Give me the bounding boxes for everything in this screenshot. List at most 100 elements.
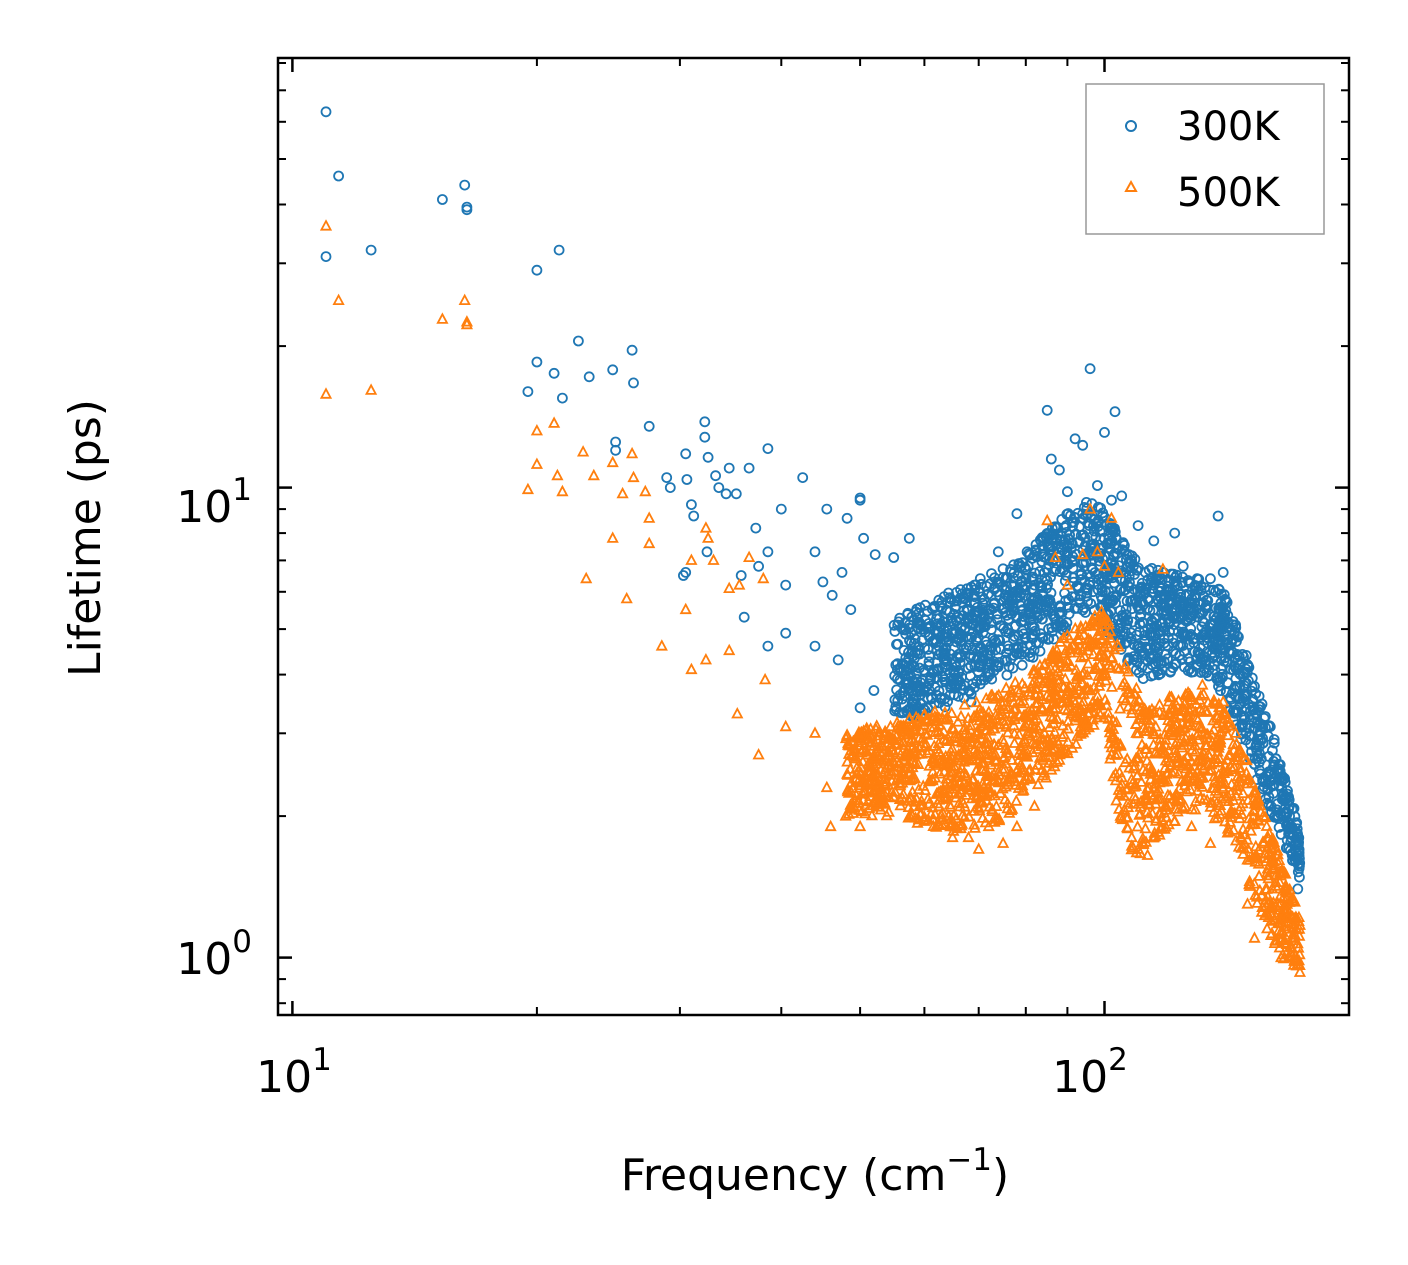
point-500k [1093, 675, 1107, 687]
point-300k [710, 470, 721, 482]
point-500k [1286, 928, 1299, 940]
point-500k [1217, 706, 1230, 719]
point-500k [1293, 965, 1307, 977]
point-300k [1039, 596, 1051, 608]
point-500k [1185, 819, 1198, 832]
point-300k [1147, 586, 1158, 598]
point-300k [1153, 625, 1165, 637]
point-300k [809, 546, 821, 558]
point-500k [1034, 731, 1048, 744]
point-500k [941, 710, 954, 723]
point-500k [990, 799, 1003, 811]
point-300k [320, 251, 332, 263]
point-500k [1286, 931, 1300, 943]
point-300k [1292, 846, 1304, 858]
point-500k [981, 730, 994, 743]
series-300k-markers [320, 106, 1306, 895]
point-300k [1233, 651, 1245, 662]
point-500k [999, 756, 1012, 769]
point-500k [1033, 737, 1047, 749]
point-300k [1109, 526, 1121, 538]
point-300k [1289, 811, 1301, 822]
point-300k [988, 598, 1000, 610]
point-300k [1243, 698, 1254, 710]
point-500k [1273, 940, 1286, 953]
point-300k [1263, 799, 1275, 810]
point-500k [1150, 811, 1163, 824]
point-300k [1144, 652, 1156, 664]
point-500k [1162, 694, 1175, 707]
point-300k [1213, 583, 1225, 595]
point-500k [880, 808, 893, 821]
point-300k [1090, 518, 1102, 530]
point-300k [854, 702, 866, 714]
point-500k [1132, 726, 1145, 739]
point-300k [1027, 573, 1039, 585]
point-500k [1001, 801, 1014, 814]
point-300k [1227, 633, 1239, 645]
point-500k [996, 836, 1010, 848]
point-300k [928, 665, 940, 677]
point-500k [1005, 803, 1018, 816]
point-500k [1127, 797, 1140, 809]
point-500k [932, 736, 945, 748]
point-500k [1223, 815, 1237, 827]
point-500k [973, 803, 986, 815]
point-500k [1108, 642, 1121, 655]
point-500k [1200, 727, 1214, 739]
point-500k [1271, 881, 1284, 894]
point-500k [867, 747, 881, 760]
point-500k [1151, 785, 1164, 798]
point-500k [852, 738, 866, 750]
point-300k [832, 654, 844, 666]
point-300k [775, 503, 787, 515]
point-500k [965, 791, 979, 804]
point-300k [1123, 581, 1135, 593]
point-500k [971, 708, 984, 721]
point-500k [685, 662, 698, 675]
point-500k [987, 767, 1001, 780]
point-500k [884, 719, 897, 732]
point-500k [1270, 867, 1283, 880]
point-500k [919, 736, 932, 748]
point-300k [713, 482, 725, 494]
point-300k [924, 674, 936, 686]
point-500k [1119, 693, 1133, 706]
point-500k [974, 749, 987, 761]
point-500k [1289, 910, 1303, 922]
point-500k [1149, 719, 1162, 732]
point-500k [1034, 719, 1047, 731]
point-500k [968, 821, 982, 833]
point-300k [628, 377, 639, 389]
point-500k [974, 731, 988, 744]
point-300k [1232, 693, 1244, 705]
point-500k [1197, 747, 1211, 759]
point-300k [1134, 603, 1146, 615]
point-500k [1213, 726, 1227, 738]
point-500k [1241, 897, 1254, 909]
point-500k [639, 484, 652, 497]
point-500k [853, 778, 866, 791]
point-500k [869, 794, 882, 807]
point-300k [664, 482, 676, 494]
point-500k [1010, 819, 1024, 832]
point-500k [1273, 933, 1287, 945]
x-tick-base-100: 10 [1052, 1052, 1108, 1103]
point-300k [1036, 556, 1048, 567]
point-500k [1257, 837, 1270, 849]
point-300k [1265, 801, 1277, 812]
point-500k [1121, 664, 1135, 677]
point-300k [459, 179, 471, 191]
point-500k [742, 550, 756, 562]
point-300k [531, 264, 543, 276]
point-300k [531, 356, 543, 368]
point-500k [992, 688, 1005, 700]
point-300k [999, 654, 1011, 666]
point-300k [762, 640, 774, 652]
point-300k [607, 364, 619, 376]
point-300k [1221, 686, 1232, 698]
point-300k [930, 627, 942, 639]
point-500k [1247, 804, 1261, 817]
point-300k [1292, 866, 1304, 878]
point-300k [1016, 659, 1028, 671]
